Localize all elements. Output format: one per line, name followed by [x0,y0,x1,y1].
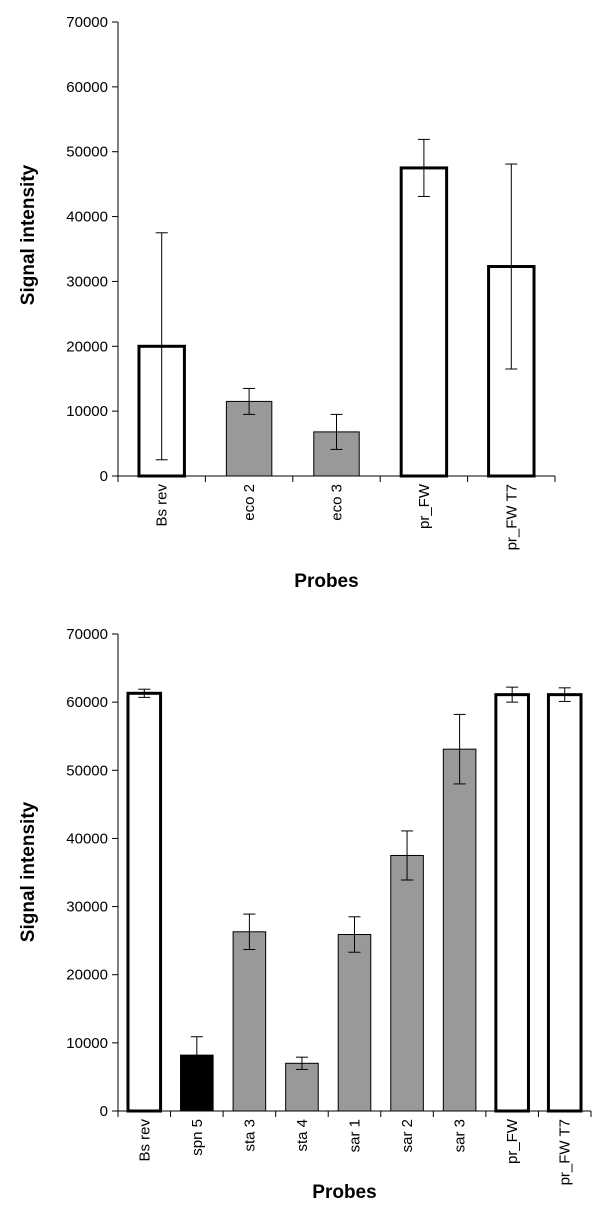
bar [442,748,477,1112]
bar [126,691,163,1113]
y-tick-label: 30000 [66,273,108,290]
y-tick-label: 0 [100,1103,108,1120]
y-tick-label: 50000 [66,762,108,779]
x-tick-label: eco 2 [241,484,258,521]
y-tick-label: 0 [100,468,108,485]
chart-bottom: 0 10000 20000 30000 40000 50000 60000 70000 Bs r… [18,626,592,1203]
y-tick-label: 50000 [66,144,108,161]
bar [337,934,372,1112]
bar [399,166,449,478]
y-axis-title: Signal intensity [18,164,39,305]
x-axis-title: Probes [294,571,358,592]
y-tick-label: 30000 [66,899,108,916]
bar [285,1062,319,1112]
y-tick-label: 10000 [66,1035,108,1052]
y-tick-label: 70000 [66,626,108,643]
chart-top: 0 10000 20000 30000 40000 50000 60000 70000 Bs r… [18,14,556,592]
y-tick-label: 40000 [66,209,108,226]
x-tick-label: spn 5 [189,1119,206,1156]
y-tick-label: 10000 [66,403,108,420]
x-tick-label: eco 3 [329,484,346,521]
x-tick-label: Bs rev [136,1119,153,1162]
x-tick-label: sta 4 [294,1119,311,1152]
y-axis-title: Signal intensity [18,801,39,942]
y-tick-label: 20000 [66,967,108,984]
y-tick-label: 20000 [66,338,108,355]
x-axis-title: Probes [312,1182,376,1203]
x-tick-label: Bs rev [154,484,171,527]
y-tick-label: 40000 [66,830,108,847]
bar [494,693,530,1113]
x-tick-label: pr_FW T7 [503,484,520,550]
x-tick-label: sar 2 [399,1119,416,1152]
x-tick-label: sta 3 [241,1119,258,1152]
y-tick-label: 70000 [66,14,108,31]
bar [232,931,267,1112]
bar [546,693,583,1113]
y-tick-label: 60000 [66,694,108,711]
x-tick-label: pr_FW [504,1118,521,1164]
bar [390,854,424,1112]
x-tick-label: sar 1 [347,1119,364,1152]
x-tick-label: pr_FW T7 [557,1119,574,1185]
y-tick-label: 60000 [66,79,108,96]
x-tick-label: pr_FW [416,483,433,529]
x-tick-label: sar 3 [452,1119,469,1152]
